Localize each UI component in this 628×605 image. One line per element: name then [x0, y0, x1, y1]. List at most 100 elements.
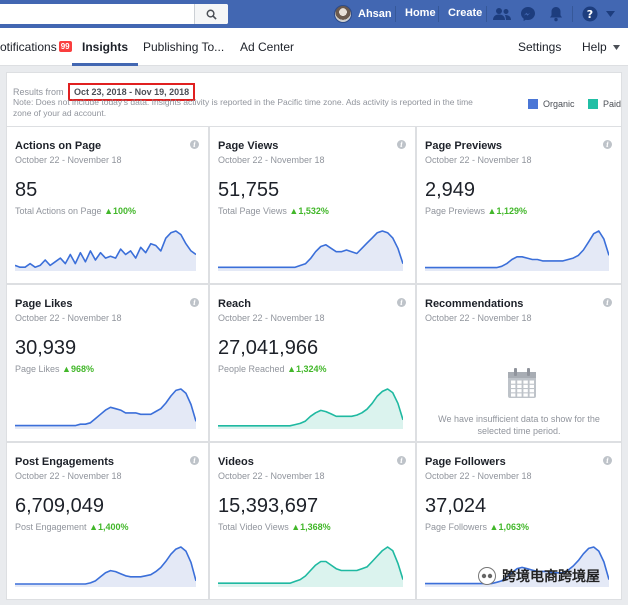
- card-metric-caption: Post Engagement: [15, 522, 87, 532]
- tab-notifications[interactable]: otifications 99: [0, 40, 72, 54]
- card-date-range: October 22 - November 18: [218, 155, 325, 165]
- create-link[interactable]: Create: [448, 7, 483, 19]
- card-metric-value: 15,393,697: [218, 495, 319, 517]
- sparkline-line: [218, 546, 403, 584]
- card-change-percent: 1,400%: [98, 522, 129, 532]
- active-tab-indicator: [72, 63, 138, 66]
- card-metric-value: 85: [15, 179, 38, 201]
- card-reach[interactable]: Reach October 22 - November 18 i 27,041,966…: [209, 284, 416, 442]
- sparkline-chart: [218, 230, 403, 271]
- sparkline-area: [218, 389, 403, 429]
- card-metric-label: Page Likes ▲968%: [15, 364, 94, 374]
- tab-insights[interactable]: Insights: [82, 40, 129, 54]
- card-date-range: October 22 - November 18: [425, 313, 532, 323]
- card-page-views[interactable]: Page Views October 22 - November 18 i 51,75…: [209, 126, 416, 284]
- card-metric-label: Total Page Views ▲1,532%: [218, 206, 329, 216]
- info-icon[interactable]: i: [397, 456, 406, 465]
- card-metric-value: 27,041,966: [218, 337, 319, 359]
- tab-ad-center[interactable]: Ad Center: [240, 40, 295, 54]
- insights-cards-grid: Actions on Page October 22 - November 18 i…: [6, 126, 622, 600]
- sparkline-area: [15, 547, 196, 587]
- insufficient-data-message: We have insufficient data to show for th…: [438, 414, 600, 436]
- search-button[interactable]: [194, 4, 228, 24]
- info-icon[interactable]: i: [603, 140, 612, 149]
- legend-organic-swatch: [528, 99, 538, 109]
- help-menu-label: Help: [582, 40, 607, 54]
- search-input[interactable]: [0, 4, 228, 24]
- legend-organic: Organic: [528, 99, 575, 109]
- card-page-followers[interactable]: Page Followers October 22 - November 18 i 3…: [416, 442, 622, 600]
- card-change-percent: 968%: [70, 364, 94, 374]
- card-metric-value: 51,755: [218, 179, 280, 201]
- sparkline-chart: [425, 546, 609, 587]
- messenger-icon: [521, 7, 535, 21]
- trend-up-icon: ▲: [89, 522, 98, 532]
- results-prefix: Results from: [13, 87, 64, 97]
- results-summary: Results from Oct 23, 2018 - Nov 19, 2018…: [6, 72, 622, 126]
- card-recommendations[interactable]: Recommendations October 22 - November 18 i…: [416, 284, 622, 442]
- sparkline-chart: [218, 546, 403, 587]
- sparkline-line: [15, 388, 196, 427]
- info-icon[interactable]: i: [397, 140, 406, 149]
- card-title: Page Likes: [15, 298, 73, 310]
- notifications-button[interactable]: [547, 5, 565, 23]
- card-date-range: October 22 - November 18: [218, 313, 325, 323]
- legend-paid-label: Paid: [603, 99, 622, 109]
- search-icon: [206, 9, 217, 20]
- home-link[interactable]: Home: [405, 7, 436, 19]
- info-icon[interactable]: i: [190, 456, 199, 465]
- sparkline-area: [15, 231, 196, 271]
- bell-icon: [550, 7, 562, 22]
- trend-up-icon: ▲: [289, 206, 299, 216]
- card-date-range: October 22 - November 18: [15, 155, 122, 165]
- card-metric-caption: Total Actions on Page: [15, 206, 102, 216]
- info-icon[interactable]: i: [397, 298, 406, 307]
- card-page-likes[interactable]: Page Likes October 22 - November 18 i 30,93…: [6, 284, 209, 442]
- card-videos[interactable]: Videos October 22 - November 18 i 15,393,69…: [209, 442, 416, 600]
- info-icon[interactable]: i: [190, 298, 199, 307]
- profile-name: Ahsan: [358, 8, 392, 20]
- card-title: Page Followers: [425, 456, 506, 468]
- card-metric-label: People Reached ▲1,324%: [218, 364, 327, 374]
- messenger-button[interactable]: [519, 5, 537, 23]
- sparkline-chart: [425, 230, 609, 271]
- card-metric-value: 37,024: [425, 495, 487, 517]
- page-tab-bar: otifications 99 Insights Publishing To...…: [0, 28, 628, 66]
- watermark: 跨境电商跨境屋: [478, 566, 600, 586]
- tab-publishing-tools[interactable]: Publishing To...: [143, 40, 225, 54]
- card-actions-on-page[interactable]: Actions on Page October 22 - November 18 i…: [6, 126, 209, 284]
- avatar: [334, 5, 352, 23]
- card-title: Page Views: [218, 140, 279, 152]
- account-menu-button[interactable]: [604, 5, 616, 23]
- card-page-previews[interactable]: Page Previews October 22 - November 18 i 2,…: [416, 126, 622, 284]
- card-metric-caption: Page Likes: [15, 364, 60, 374]
- card-metric-value: 2,949: [425, 179, 476, 201]
- friend-requests-button[interactable]: [493, 5, 511, 23]
- sparkline-line: [15, 546, 196, 585]
- card-metric-caption: Total Page Views: [218, 206, 287, 216]
- card-change-percent: 1,368%: [300, 522, 331, 532]
- info-icon[interactable]: i: [603, 456, 612, 465]
- trend-up-icon: ▲: [287, 364, 296, 374]
- card-change-percent: 1,129%: [496, 206, 527, 216]
- sparkline-line: [425, 546, 609, 585]
- card-title: Videos: [218, 456, 254, 468]
- card-title: Post Engagements: [15, 456, 115, 468]
- sparkline-area: [218, 231, 403, 271]
- card-title: Recommendations: [425, 298, 524, 310]
- help-menu[interactable]: Help: [582, 40, 621, 54]
- card-metric-label: Total Actions on Page ▲100%: [15, 206, 136, 216]
- card-post-engagements[interactable]: Post Engagements October 22 - November 18…: [6, 442, 209, 600]
- card-title: Reach: [218, 298, 252, 310]
- sparkline-chart: [218, 388, 403, 429]
- nav-divider: [395, 6, 396, 22]
- help-button[interactable]: ?: [581, 5, 599, 23]
- card-title: Actions on Page: [15, 140, 102, 152]
- card-metric-value: 30,939: [15, 337, 77, 359]
- profile-link[interactable]: Ahsan: [334, 3, 392, 25]
- info-icon[interactable]: i: [603, 298, 612, 307]
- results-date-line: Results from Oct 23, 2018 - Nov 19, 2018: [13, 83, 196, 101]
- tab-settings[interactable]: Settings: [518, 40, 562, 54]
- info-icon[interactable]: i: [190, 140, 199, 149]
- card-change-percent: 1,532%: [298, 206, 329, 216]
